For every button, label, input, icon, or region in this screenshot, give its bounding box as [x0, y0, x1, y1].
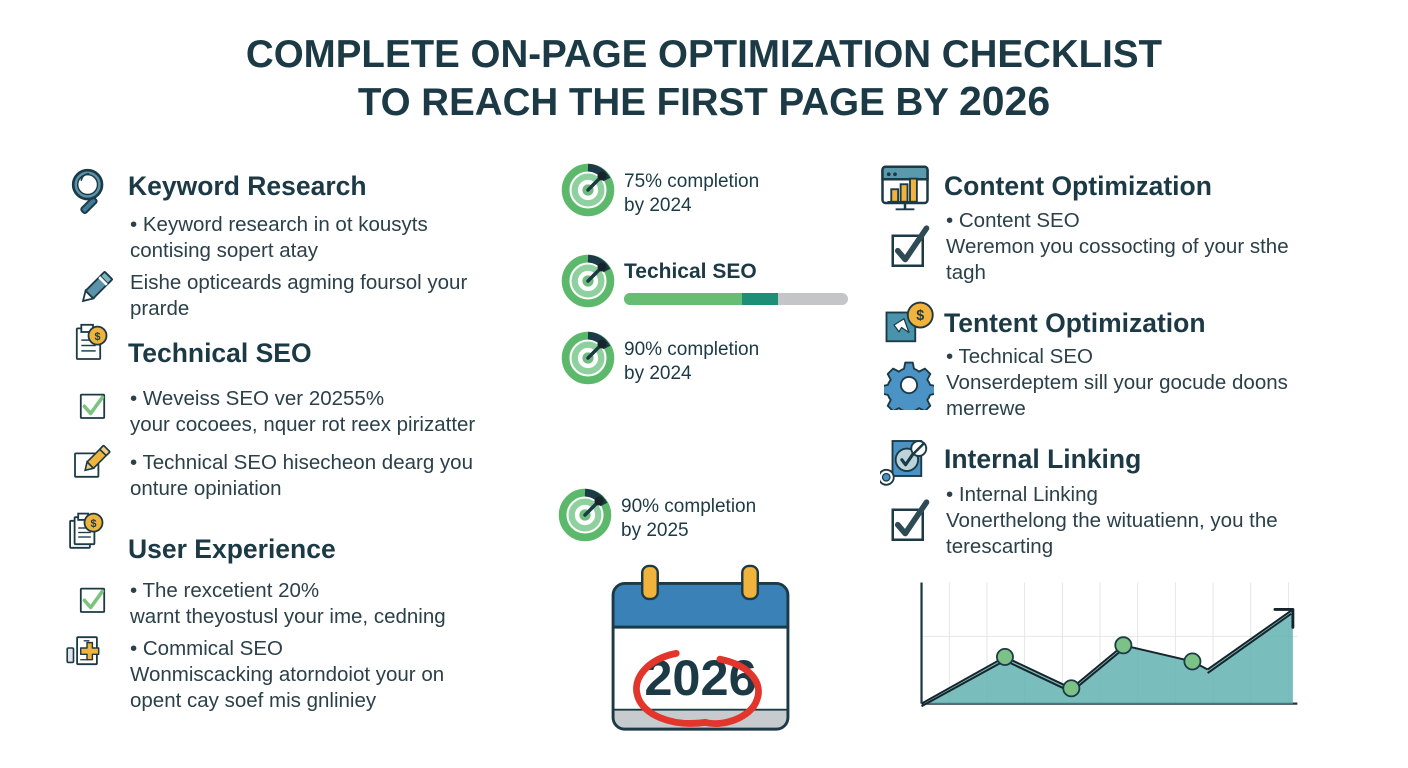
- svg-text:$: $: [916, 308, 924, 324]
- svg-text:$: $: [91, 518, 97, 530]
- svg-text:$: $: [95, 331, 101, 343]
